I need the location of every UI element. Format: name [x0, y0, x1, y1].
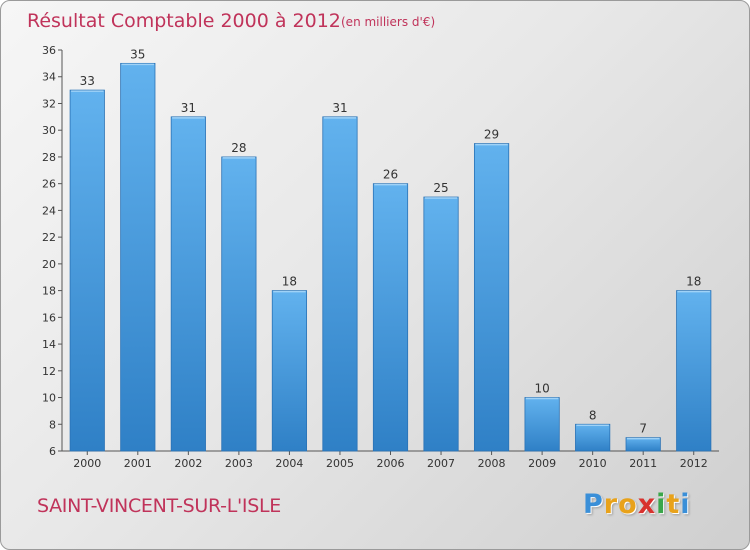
y-tick-label: 10	[42, 392, 56, 405]
x-tick-label: 2004	[275, 457, 303, 470]
data-label: 33	[80, 74, 95, 88]
bar	[473, 143, 510, 452]
data-label: 25	[433, 181, 448, 195]
chart-subtitle: (en milliers d'€)	[341, 15, 435, 29]
x-tick-label: 2007	[427, 457, 455, 470]
axes: 6 8 10 12 14 16 18 20 22 24 26 28 30 32 34 36 2000 2001 20…	[42, 44, 719, 470]
data-label: 29	[484, 128, 499, 142]
y-tick-label: 24	[42, 204, 56, 217]
bar	[625, 437, 661, 452]
bar	[170, 116, 206, 452]
x-tick-label: 2005	[326, 457, 354, 470]
y-tick-label: 8	[49, 418, 56, 431]
y-tick-label: 30	[42, 124, 56, 137]
data-label: 35	[130, 47, 145, 61]
bar	[221, 156, 257, 452]
y-tick-label: 26	[42, 178, 56, 191]
logo-letter: i	[656, 489, 667, 520]
x-tick-label: 2012	[680, 457, 708, 470]
logo-letter: r	[603, 489, 619, 520]
bar	[271, 290, 308, 452]
y-tick-label: 22	[42, 231, 56, 244]
y-tick-label: 18	[42, 285, 56, 298]
bar	[676, 290, 712, 452]
y-tick-label: 36	[42, 44, 56, 57]
data-label: 28	[231, 141, 246, 155]
data-label: 10	[534, 382, 549, 396]
y-tick-label: 20	[42, 258, 56, 271]
bar	[120, 62, 156, 452]
logo-letter: x	[637, 489, 657, 520]
data-label: 8	[589, 408, 597, 422]
x-tick-label: 2003	[225, 457, 253, 470]
bar	[322, 116, 358, 452]
bar	[372, 183, 409, 452]
x-tick-label: 2011	[629, 457, 657, 470]
y-tick-label: 28	[42, 151, 56, 164]
x-tick-label: 2000	[73, 457, 101, 470]
proxiti-logo: Proxiti	[583, 489, 691, 520]
y-tick-label: 16	[42, 311, 56, 324]
data-label: 26	[383, 168, 398, 182]
data-label: 7	[639, 422, 647, 436]
x-tick-label: 2010	[579, 457, 607, 470]
x-tick-label: 2008	[478, 457, 506, 470]
x-tick-label: 2001	[124, 457, 152, 470]
chart-title: Résultat Comptable 2000 à 2012	[27, 10, 341, 32]
data-label: 31	[332, 101, 347, 115]
bar	[575, 423, 611, 452]
data-label: 31	[181, 101, 196, 115]
bar	[69, 89, 105, 452]
y-tick-label: 34	[42, 71, 56, 84]
x-tick-label: 2009	[528, 457, 556, 470]
bar	[423, 196, 459, 452]
y-tick-label: 32	[42, 97, 56, 110]
data-label: 18	[282, 275, 297, 289]
bars: 33 35 31 28 18 31 26 25 29 10 8 7 18	[69, 47, 712, 452]
y-tick-label: 14	[42, 338, 56, 351]
logo-letter: P	[583, 489, 604, 520]
x-tick-label: 2002	[174, 457, 202, 470]
logo-letter: i	[680, 489, 691, 520]
logo-letter: t	[666, 489, 681, 520]
logo-letter: o	[618, 489, 638, 520]
data-label: 18	[686, 275, 701, 289]
y-tick-label: 6	[49, 445, 56, 458]
commune-name: SAINT-VINCENT-SUR-L'ISLE	[37, 495, 281, 517]
x-tick-label: 2006	[377, 457, 405, 470]
y-tick-label: 12	[42, 365, 56, 378]
bar	[524, 397, 560, 452]
